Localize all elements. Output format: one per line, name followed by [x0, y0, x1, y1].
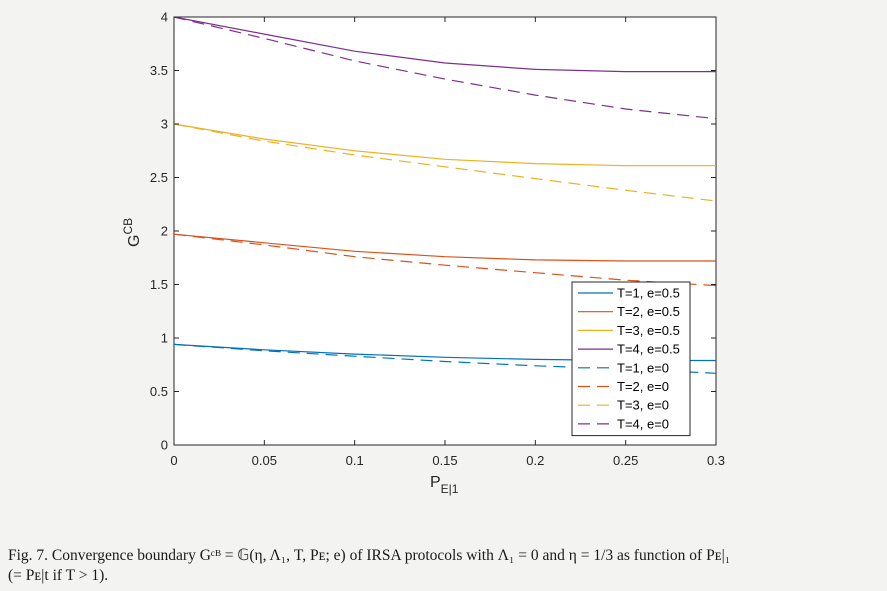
series-line-6 — [173, 233, 717, 287]
series-line-7 — [173, 123, 717, 202]
y-tick-label: 2 — [161, 224, 168, 239]
x-tick-label: 0 — [170, 453, 177, 468]
y-tick-label: 3 — [161, 117, 168, 132]
x-axis-label: PE|1 — [430, 474, 459, 496]
legend-label-1: T=1, e=0.5 — [617, 286, 680, 301]
y-tick-label: 0.5 — [150, 384, 168, 399]
series-line-2 — [173, 233, 716, 262]
legend-label-7: T=3, e=0 — [617, 398, 669, 413]
legend-label-6: T=2, e=0 — [617, 379, 669, 394]
y-tick-label: 1.5 — [150, 277, 168, 292]
chart: 0 0.05 0.1 0.15 0.2 0.25 0.300.511.522.533.54 … — [121, 10, 725, 497]
caption-line-2: (= Pᴇ|t if T > 1). — [8, 567, 109, 584]
x-tick-label: 0.15 — [432, 453, 457, 468]
y-tick-label: 3.5 — [150, 63, 168, 78]
legend: T=1, e=0.5 T=2, e=0.5 T=3, e=0.5 T=4, e=0.5… — [571, 281, 691, 437]
y-axis-label: GCB — [121, 218, 143, 247]
axis-ticks: 0 0.05 0.1 0.15 0.2 0.25 0.3 0 0.5 1 1.5 2 2.5 3 3.5 4 — [150, 10, 725, 469]
x-tick-label: 0.2 — [526, 453, 544, 468]
x-tick-label: 0.25 — [613, 453, 638, 468]
y-tick-label: 2.5 — [150, 170, 168, 185]
series-line-3 — [173, 123, 716, 167]
figure-caption: Fig. 7. Convergence boundary Gᶜᴮ = 𝔾(η, … — [8, 546, 882, 586]
series-line-4 — [173, 16, 716, 73]
legend-label-8: T=4, e=0 — [617, 416, 669, 431]
legend-label-4: T=4, e=0.5 — [617, 342, 680, 357]
caption-line-1: Fig. 7. Convergence boundary Gᶜᴮ = 𝔾(η, … — [8, 547, 731, 564]
y-tick-label: 4 — [161, 10, 168, 25]
series-line-8 — [173, 16, 717, 120]
x-tick-label: 0.05 — [252, 453, 277, 468]
y-tick-label: 1 — [161, 331, 168, 346]
y-tick-label: 0 — [161, 438, 168, 453]
legend-label-5: T=1, e=0 — [617, 360, 669, 375]
legend-box — [571, 281, 691, 437]
x-tick-label: 0.3 — [707, 453, 725, 468]
legend-label-3: T=3, e=0.5 — [617, 323, 680, 338]
x-tick-label: 0.1 — [346, 453, 364, 468]
legend-label-2: T=2, e=0.5 — [617, 304, 680, 319]
series-line-5 — [173, 343, 717, 374]
